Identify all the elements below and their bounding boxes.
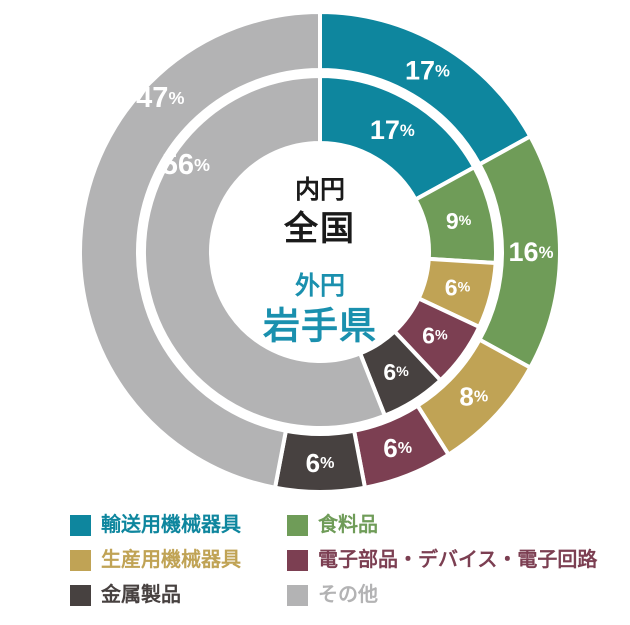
donut-slice-labels: 17%9%6%6%6%56%17%16%8%6%6%47% xyxy=(136,55,553,478)
legend-swatch-4 xyxy=(70,584,91,606)
legend-label-3: 電子部品・デバイス・電子回路 xyxy=(318,549,598,571)
center-outer-caption: 外円 xyxy=(295,271,345,300)
center-inner-name: 全国 xyxy=(283,209,356,248)
segment-label-outer-0: 17% xyxy=(405,55,450,85)
segment-inner-5 xyxy=(142,73,388,430)
legend-item-3: 電子部品・デバイス・電子回路 xyxy=(287,549,610,571)
legend-label-5: その他 xyxy=(318,584,378,606)
donut-chart: 17% 9% 6% 6% 6% 56% 17% 16% 8% 6% 6% 47% 内円 全国 外円 岩… xyxy=(78,9,562,494)
legend-item-0: 輸送用機械器具 xyxy=(70,514,287,536)
legend-label-4: 金属製品 xyxy=(101,584,181,606)
legend-item-5: その他 xyxy=(287,584,610,606)
donut-slices xyxy=(78,9,562,494)
segment-label-outer-1: 16% xyxy=(509,237,554,267)
nested-donut-svg: 17%9%6%6%6%56%17%16%8%6%6%47% 内円 全国 外円 岩… xyxy=(78,9,562,494)
legend-swatch-3 xyxy=(287,549,308,571)
legend-label-0: 輸送用機械器具 xyxy=(101,514,241,536)
legend: 輸送用機械器具 食料品生産用機械器具 電子部品・デバイス・電子回路金属製品 その他 xyxy=(70,514,610,606)
legend-item-1: 食料品 xyxy=(287,514,610,536)
center-outer-name: 岩手県 xyxy=(263,306,377,347)
legend-label-2: 生産用機械器具 xyxy=(101,549,241,571)
legend-item-2: 生産用機械器具 xyxy=(70,549,287,571)
segment-label-inner-5: 56% xyxy=(162,149,210,181)
legend-swatch-2 xyxy=(70,549,91,571)
legend-label-1: 食料品 xyxy=(318,514,378,536)
legend-item-4: 金属製品 xyxy=(70,584,287,606)
segment-label-inner-0: 17% xyxy=(370,115,415,145)
legend-swatch-5 xyxy=(287,584,308,606)
center-inner-caption: 内円 xyxy=(295,176,345,204)
legend-swatch-0 xyxy=(70,514,91,536)
legend-swatch-1 xyxy=(287,514,308,536)
segment-outer-5 xyxy=(78,9,322,491)
